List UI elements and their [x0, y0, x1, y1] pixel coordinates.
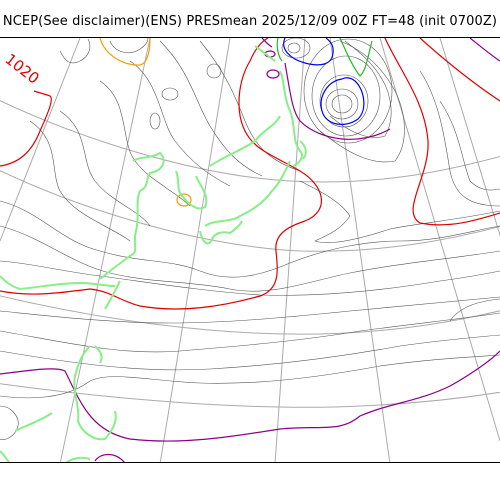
isobar-purple-south — [0, 350, 500, 442]
pressure-map-canvas: 1020 — [0, 38, 500, 462]
isobar-purple-low — [284, 62, 391, 140]
isobar-1020-ne — [419, 38, 500, 102]
coastline — [0, 45, 307, 462]
isobar-green — [339, 38, 373, 77]
isobar-orange-small — [176, 193, 192, 207]
pressure-map: 1020 — [0, 37, 500, 463]
isobar-label-1020: 1020 — [2, 50, 43, 88]
isobar-1020-west — [0, 90, 52, 167]
isobar-orange — [99, 38, 151, 66]
isobar-blue-low — [320, 77, 365, 125]
colored-isobars — [0, 38, 500, 462]
isobar-1020-east — [384, 38, 500, 226]
low-center-isobars — [281, 38, 393, 144]
isobar-1020-central — [0, 38, 322, 310]
graticule — [0, 38, 500, 462]
isobar-purple-ne — [469, 38, 500, 62]
map-title: NCEP(See disclaimer)(ENS) PRESmean 2025/… — [2, 14, 498, 29]
isobar-blue-north — [283, 38, 334, 66]
thin-isobars — [0, 38, 500, 440]
